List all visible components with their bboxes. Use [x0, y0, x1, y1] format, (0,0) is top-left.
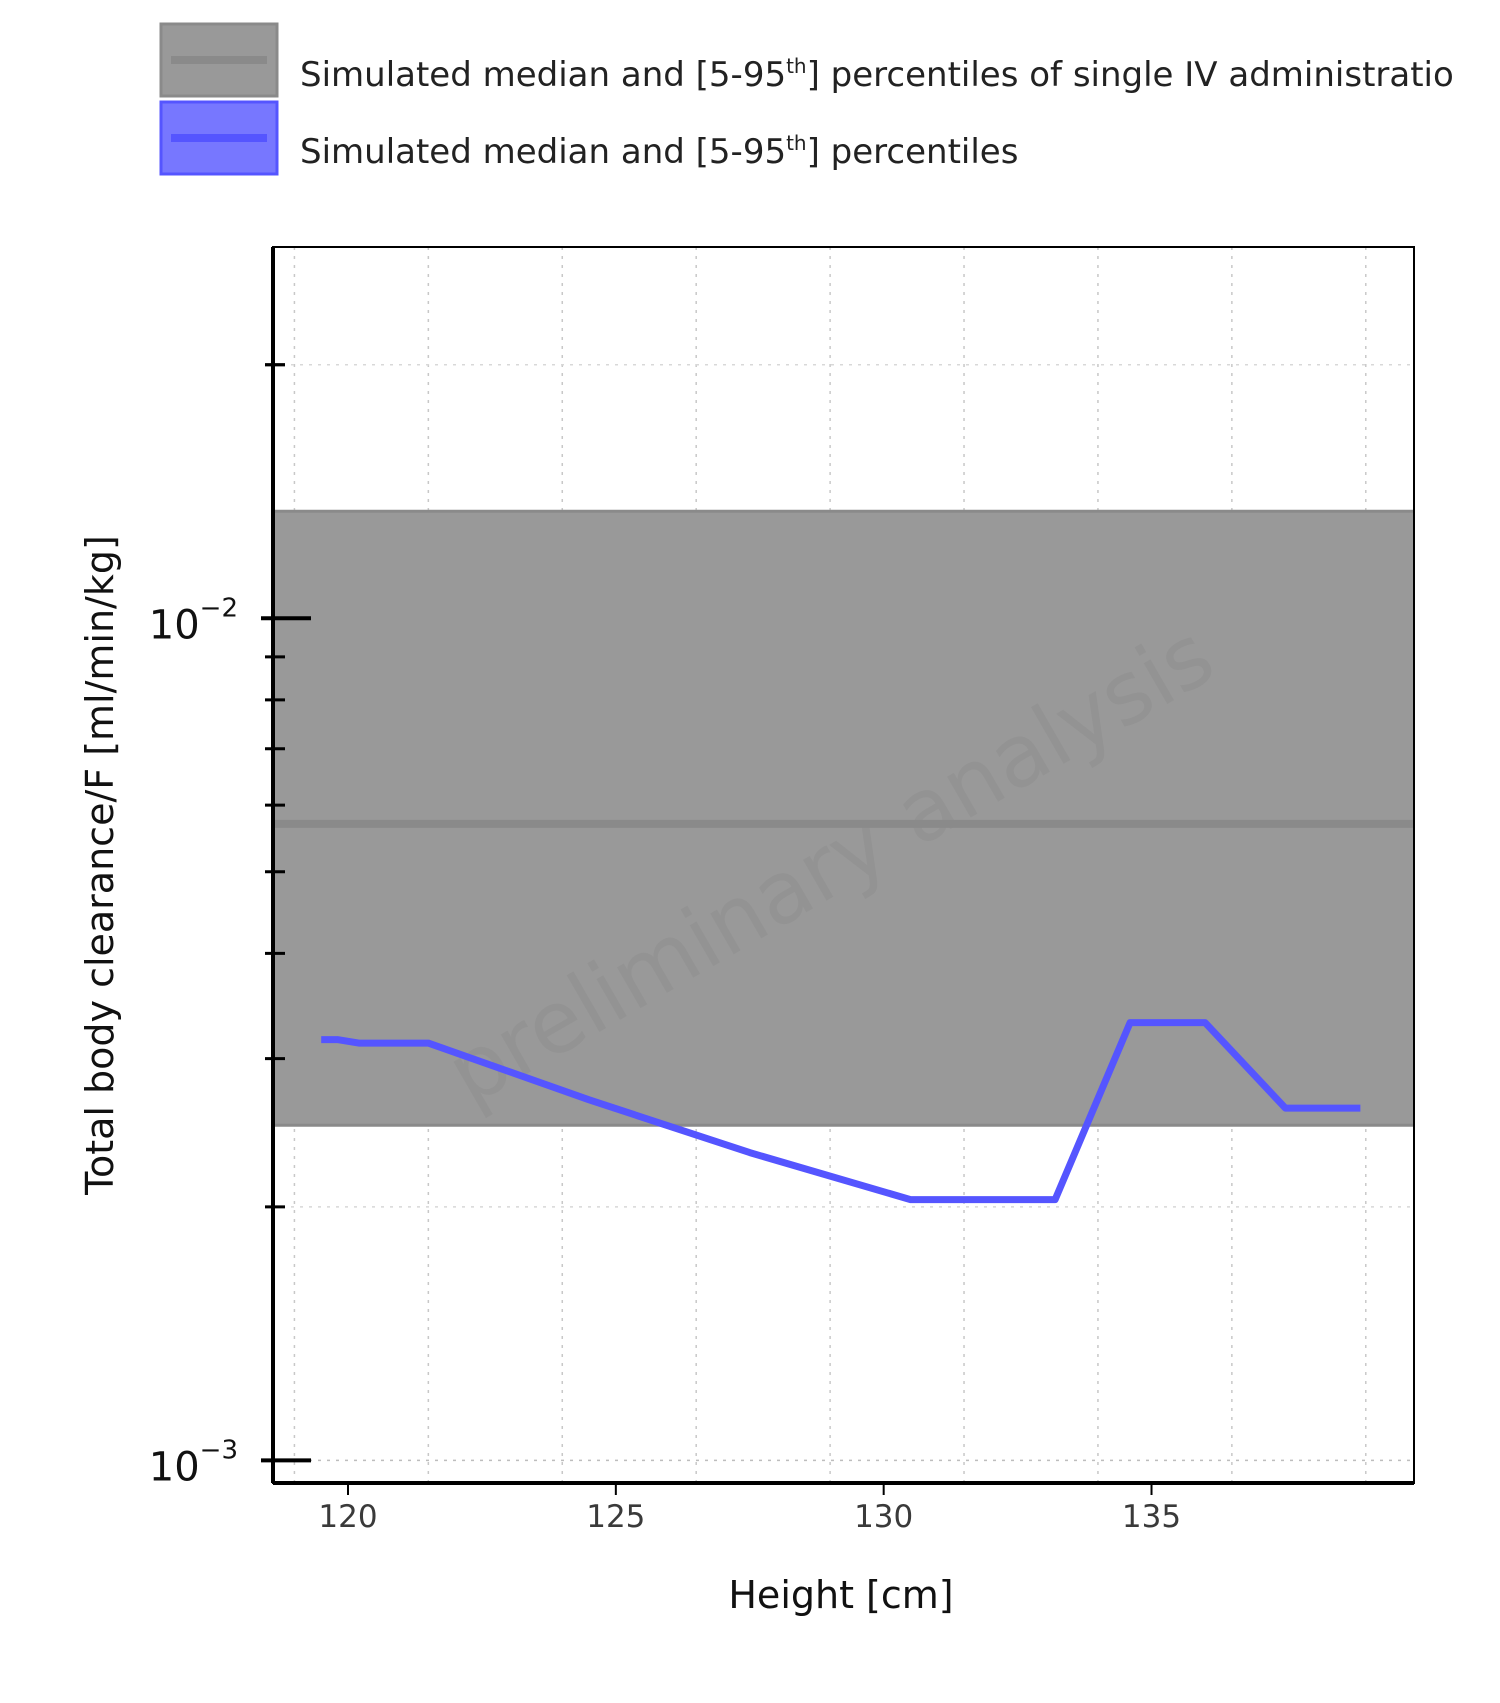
- series-lines: [321, 1019, 1361, 1204]
- x-tick-label: 120: [318, 1499, 377, 1535]
- bands: [273, 509, 1414, 1127]
- legend-item-iv-band: Simulated median and [5-95th] percentile…: [159, 22, 1454, 98]
- x-tick-label: 125: [586, 1499, 645, 1535]
- y-tick-label: 10−2: [149, 593, 238, 648]
- plot-area: preliminary analysis 10−210−3 120 125 130 1…: [149, 246, 1415, 1535]
- y-axis-title: Total body clearance/F [ml/min/kg]: [78, 535, 122, 1196]
- x-tick-label: 135: [1122, 1499, 1181, 1535]
- legend: Simulated median and [5-95th] percentile…: [159, 22, 1454, 176]
- y-tick-label: 10−3: [149, 1435, 238, 1490]
- y-axis-ticks: 10−2 10−3: [149, 363, 311, 1490]
- band-iv-area: [273, 511, 1414, 1126]
- x-tick-label: 130: [854, 1499, 913, 1535]
- legend-item-simulated: Simulated median and [5-95th] percentile…: [159, 100, 1018, 176]
- x-axis-title: Height [cm]: [728, 1573, 953, 1617]
- x-axis-ticks: 120 125 130 135: [318, 1483, 1181, 1535]
- series-line-simulated: [321, 1019, 1361, 1204]
- legend-label-simulated: Simulated median and [5-95th] percentile…: [300, 131, 1018, 172]
- legend-label-iv-band: Simulated median and [5-95th] percentile…: [300, 54, 1454, 95]
